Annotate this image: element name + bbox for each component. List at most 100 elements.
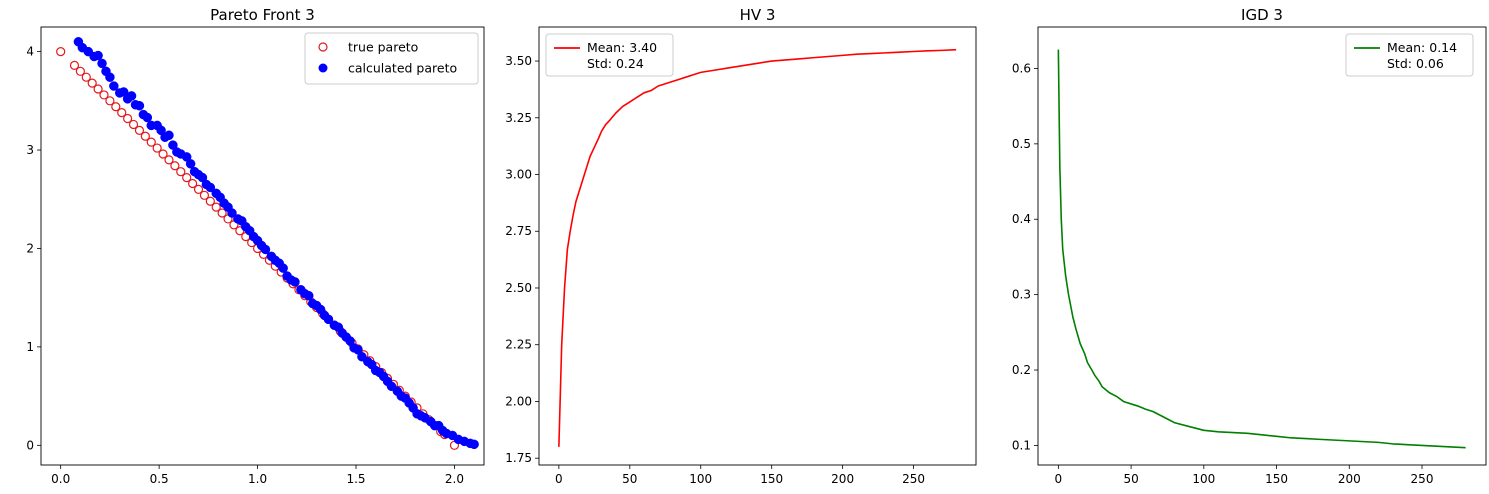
scatter-point: [278, 263, 288, 273]
y-tick-label: 0.6: [1012, 61, 1031, 75]
scatter-point: [134, 100, 145, 111]
legend-box: [545, 33, 674, 77]
scatter-point: [97, 58, 107, 69]
x-tick-label: 150: [760, 472, 783, 486]
legend-std: Std: 0.06: [1387, 56, 1444, 71]
scatter-point: [123, 113, 133, 124]
y-tick-label: 2: [26, 241, 34, 255]
scatter-point: [182, 172, 192, 183]
legend-mean: Mean: 0.14: [1387, 40, 1457, 55]
scatter-point: [140, 131, 150, 141]
scatter-point: [205, 182, 216, 193]
x-tick-label: 0: [555, 472, 563, 486]
chart-title: HV 3: [740, 6, 776, 24]
legend-box: [304, 32, 479, 85]
chart-title: IGD 3: [1241, 6, 1283, 24]
scatter-point: [158, 149, 168, 159]
legend-marker-calculated-pareto: [318, 63, 328, 73]
y-tick-label: 3.50: [505, 54, 532, 68]
scatter-point: [128, 119, 139, 130]
scatter-point: [134, 125, 145, 135]
scatter-point: [111, 102, 121, 112]
legend: true pareto calculated pareto: [304, 32, 479, 85]
x-tick-label: 50: [622, 472, 637, 486]
y-tick-label: 2.25: [505, 338, 532, 352]
plot-frame: [40, 26, 485, 466]
scatter-point: [205, 196, 215, 206]
x-tick-label: 200: [1338, 472, 1361, 486]
x-tick-label: 2.0: [445, 472, 464, 486]
scatter-point: [227, 208, 237, 218]
x-tick-label: 0: [1055, 472, 1063, 486]
x-tick-label: 150: [1265, 472, 1288, 486]
scatter-point: [164, 130, 174, 141]
x-tick-label: 100: [689, 472, 712, 486]
legend-marker-true-pareto: [318, 42, 328, 52]
scatter-point: [87, 78, 97, 88]
y-tick-label: 2.00: [505, 394, 532, 408]
scatter-point: [69, 60, 80, 70]
scatter-point: [75, 66, 85, 76]
legend-box: [1345, 33, 1474, 77]
scatter-point: [469, 439, 479, 450]
y-tick-label: 1: [26, 340, 34, 354]
y-tick-label: 0: [26, 438, 34, 452]
legend-mean: Mean: 3.40: [587, 40, 657, 55]
x-tick-label: 50: [1123, 472, 1138, 486]
scatter-point: [93, 84, 103, 94]
scatter-point: [105, 72, 115, 82]
scatter-point: [117, 108, 127, 118]
x-tick-label: 100: [1192, 472, 1215, 486]
y-tick-label: 2.50: [505, 281, 532, 295]
series-calculated-pareto: [73, 37, 479, 450]
chart-title: Pareto Front 3: [210, 6, 315, 24]
y-tick-label: 0.4: [1012, 212, 1031, 226]
x-tick-label: 0.5: [150, 472, 169, 486]
scatter-point: [105, 96, 115, 106]
scatter-point: [323, 314, 334, 325]
scatter-point: [93, 50, 103, 61]
pareto-front-panel: Pareto Front 3 0.0 0.5 1.0 1.5 2.0 0 1 2 3 4 true p…: [26, 6, 485, 486]
legend-std: Std: 0.24: [587, 56, 644, 71]
x-tick-label: 1.5: [346, 472, 365, 486]
x-tick-label: 1.0: [248, 472, 267, 486]
scatter-point: [199, 190, 210, 200]
series-line: [1057, 49, 1466, 449]
scatter-point: [304, 290, 314, 301]
scatter-point: [170, 161, 180, 171]
scatter-point: [142, 112, 153, 123]
scatter-point: [188, 178, 198, 189]
scatter-point: [290, 277, 300, 287]
y-tick-label: 3.00: [505, 168, 532, 182]
scatter-point: [217, 208, 227, 218]
legend-label: calculated pareto: [348, 61, 457, 76]
hv-panel: HV 3 0 50 100 150 200 250 1.75 2.00 2.25 2.50 2.75 3…: [505, 6, 977, 486]
y-tick-label: 0.5: [1012, 137, 1031, 151]
scatter-point: [211, 202, 221, 212]
plot-frame: [1037, 26, 1487, 466]
scatter-point: [152, 143, 162, 153]
scatter-point: [126, 91, 137, 101]
scatter-point: [81, 72, 91, 82]
y-tick-label: 0.3: [1012, 288, 1031, 302]
scatter-point: [185, 159, 196, 169]
y-tick-label: 0.1: [1012, 438, 1031, 452]
y-tick-label: 3.25: [505, 111, 532, 125]
scatter-point: [176, 167, 186, 177]
scatter-point: [56, 47, 66, 57]
x-tick-label: 250: [1411, 472, 1434, 486]
igd-panel: IGD 3 0 50 100 150 200 250 0.1 0.2 0.3 0.4 0.5 0.6 Me…: [1012, 6, 1487, 486]
plot-frame: [538, 26, 977, 466]
scatter-point: [109, 81, 119, 91]
x-tick-label: 0.0: [51, 472, 70, 486]
y-tick-label: 2.75: [505, 224, 532, 238]
y-tick-label: 1.75: [505, 451, 532, 465]
legend-label: true pareto: [348, 40, 418, 55]
scatter-point: [99, 90, 109, 100]
scatter-point: [146, 137, 156, 147]
series-line: [558, 48, 957, 447]
y-tick-label: 3: [26, 143, 34, 157]
